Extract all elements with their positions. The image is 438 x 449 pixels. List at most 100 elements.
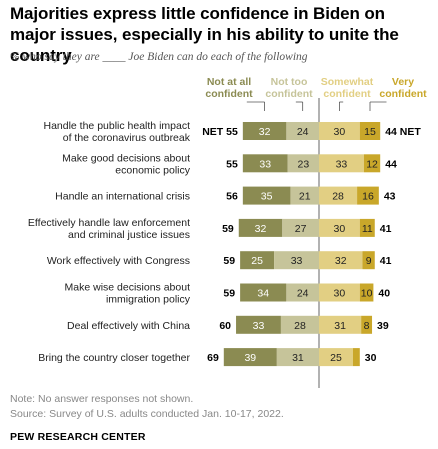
organization-name: PEW RESEARCH CENTER (10, 431, 146, 443)
bar-not-at-all-confident (238, 218, 283, 237)
bar-value-label: 33 (291, 255, 303, 267)
bar-value-label: 10 (361, 288, 373, 300)
net-not-confident-label: 59 (223, 255, 235, 267)
bar-very-confident (363, 154, 381, 173)
chart-note: Note: No answer responses not shown. (10, 393, 194, 405)
bar-value-label: 39 (244, 352, 256, 364)
bar-very-confident (361, 315, 373, 334)
bar-value-label: 33 (253, 320, 265, 332)
legend-label-1: confident (205, 88, 253, 100)
category-label: Bring the country closer together (38, 352, 190, 364)
bar-value-label: 23 (298, 158, 310, 170)
category-label: of the coronavirus outbreak (63, 132, 191, 144)
legend-label-1: Not at all (207, 76, 251, 88)
bar-value-label: 12 (366, 158, 378, 170)
bar-somewhat-confident (319, 283, 360, 302)
bar-value-label: 34 (257, 288, 269, 300)
bar-value-label: 32 (335, 255, 347, 267)
bar-somewhat-confident (319, 315, 362, 334)
bar-somewhat-confident (319, 122, 360, 140)
net-confident-label: 44 (385, 158, 397, 170)
bar-not-too-confident (280, 315, 319, 334)
category-label: Effectively handle law enforcement (28, 217, 190, 229)
legend-label-2: confident (265, 88, 313, 100)
bar-value-label: 32 (255, 223, 267, 235)
bar-very-confident (359, 122, 381, 140)
bar-value-label: 25 (330, 352, 342, 364)
bar-value-label: 28 (294, 320, 306, 332)
category-label: Handle the public health impact (43, 120, 190, 132)
legend-label-4: confident (379, 88, 427, 100)
bar-not-too-confident (282, 218, 319, 237)
bar-value-label: 24 (297, 288, 309, 300)
bar-somewhat-confident (319, 218, 360, 237)
bar-value-label: 31 (292, 352, 304, 364)
net-confident-label: 39 (377, 320, 389, 332)
net-confident-label: 40 (378, 288, 390, 300)
bar-value-label: 28 (332, 191, 344, 203)
bar-not-at-all-confident (236, 315, 281, 334)
chart-subtitle: % who say they are ____ Joe Biden can do… (10, 51, 308, 63)
bar-not-too-confident (290, 186, 319, 205)
bar-not-too-confident (276, 348, 319, 367)
category-label: Make wise decisions about (65, 282, 191, 294)
net-not-confident-label: 69 (207, 352, 219, 364)
bar-value-label: 8 (364, 320, 370, 332)
bar-somewhat-confident (319, 348, 353, 367)
bar-value-label: 35 (261, 191, 273, 203)
bar-very-confident (353, 348, 360, 367)
bar-value-label: 15 (364, 126, 376, 138)
bar-value-label: 33 (336, 158, 348, 170)
bar-value-label: 30 (334, 223, 346, 235)
category-label: Work effectively with Congress (47, 255, 190, 267)
net-confident-label: 41 (380, 223, 392, 235)
bar-value-label: 32 (259, 126, 271, 138)
bar-very-confident (357, 186, 379, 205)
net-confident-label: 41 (380, 255, 392, 267)
legend-label-3: confident (323, 88, 371, 100)
bar-not-too-confident (274, 251, 319, 270)
bar-somewhat-confident (319, 154, 364, 173)
bar-somewhat-confident (319, 186, 358, 205)
bar-value-label: 27 (295, 223, 307, 235)
bar-value-label: 30 (334, 126, 346, 138)
net-not-confident-label: 55 (226, 158, 238, 170)
bar-very-confident (359, 218, 375, 237)
bar-not-at-all-confident (242, 186, 291, 205)
category-label: economic policy (115, 164, 190, 176)
bar-value-label: 30 (334, 288, 346, 300)
category-label: Handle an international crisis (55, 191, 190, 203)
bar-somewhat-confident (319, 251, 363, 270)
bar-value-label: 11 (362, 223, 373, 235)
bar-not-too-confident (286, 283, 319, 302)
bar-not-at-all-confident (223, 348, 277, 367)
legend-label-2: Not too (271, 76, 308, 88)
bar-value-label: 31 (334, 320, 346, 332)
net-confident-label: 43 (384, 191, 396, 203)
chart-title: Majorities express little confidence in … (10, 4, 399, 65)
category-label: immigration policy (106, 294, 191, 306)
bar-value-label: 21 (299, 191, 311, 203)
bar-not-at-all-confident (240, 251, 275, 270)
net-not-confident-label: 56 (226, 191, 238, 203)
legend-label-4: Very (392, 76, 414, 88)
net-not-confident-label: 59 (222, 223, 234, 235)
bar-value-label: 24 (297, 126, 309, 138)
bar-not-at-all-confident (242, 154, 288, 173)
bar-not-too-confident (286, 122, 319, 140)
bar-not-at-all-confident (240, 283, 287, 302)
net-not-confident-label: NET 55 (202, 126, 238, 138)
bar-not-at-all-confident (242, 122, 287, 140)
bar-not-too-confident (287, 154, 319, 173)
bar-value-label: 9 (366, 255, 372, 267)
category-label: Deal effectively with China (67, 320, 190, 332)
bar-very-confident (362, 251, 375, 270)
category-label: Make good decisions about (62, 152, 190, 164)
bar-value-label: 16 (362, 191, 374, 203)
legend-label-3: Somewhat (321, 76, 374, 88)
category-label: and criminal justice issues (68, 229, 190, 241)
net-confident-label: 30 (365, 352, 377, 364)
net-confident-label: 44 NET (385, 126, 421, 138)
